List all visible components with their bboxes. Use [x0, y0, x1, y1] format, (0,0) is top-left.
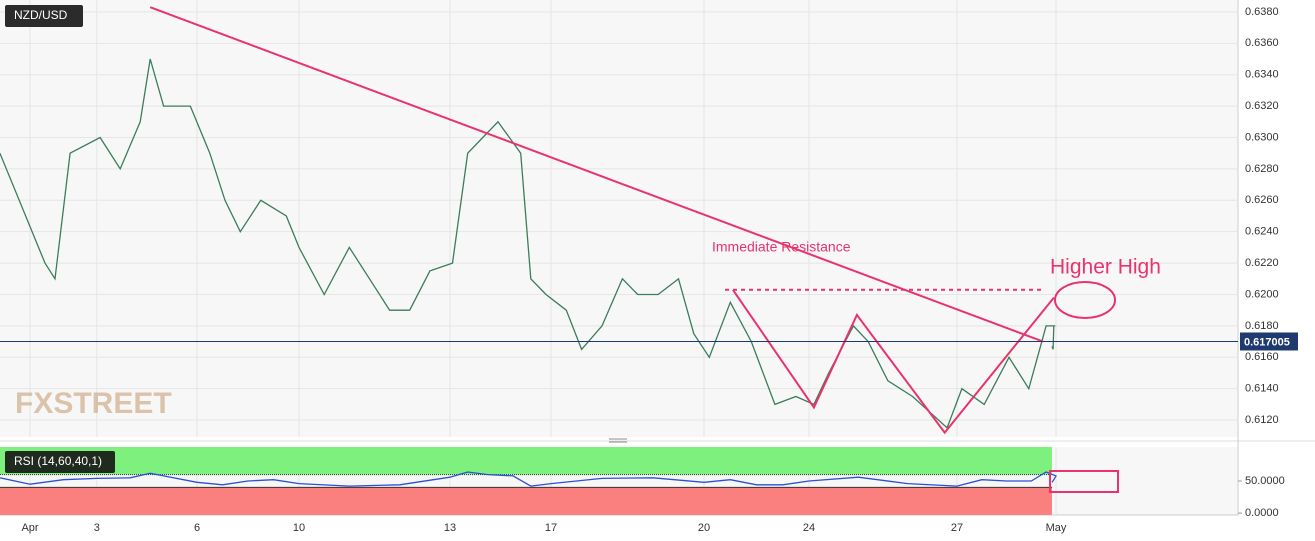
- plot-layer: Apr 6 10 13 17 20 24 27 May 3 0.6120 0.6140 0.6160 0.…: [0, 0, 1285, 534]
- y-tick-label: 0.6220: [1245, 257, 1279, 269]
- y-tick-label: 50.0000: [1245, 475, 1285, 487]
- title-box: [5, 5, 83, 27]
- y-tick-label: 0.6320: [1245, 100, 1279, 112]
- x-tick-label: Apr: [21, 522, 38, 534]
- series-line: [0, 471, 1057, 487]
- y-tick-label: 0.6240: [1245, 226, 1279, 238]
- y-tick-label: 0.6380: [1245, 6, 1279, 18]
- y-tick-label: 0.6200: [1245, 288, 1279, 300]
- x-tick-label: 27: [951, 522, 963, 534]
- last-price-box: [1240, 332, 1298, 351]
- lower-band: [0, 487, 1052, 515]
- rsi-title: RSI (14,60,40,1): [14, 454, 102, 468]
- y-tick-label: 0.6360: [1245, 37, 1279, 49]
- y-tick-label: 0.0000: [1245, 507, 1279, 519]
- last-price-label: 0.617005: [1244, 336, 1290, 348]
- x-tick-label: 20: [698, 522, 710, 534]
- chart-title: NZD/USD: [14, 8, 68, 22]
- trend-line: [149, 6, 1044, 343]
- y-tick-label: 0.6300: [1245, 131, 1279, 143]
- x-tick-label: 6: [194, 522, 200, 534]
- pattern-line: [732, 289, 1055, 435]
- y-tick-label: 0.6280: [1245, 163, 1279, 175]
- resize-handle[interactable]: [609, 438, 627, 443]
- upper-band: [0, 447, 1052, 475]
- price-panel: [0, 0, 1238, 437]
- watermark: FXSTREET: [15, 387, 172, 420]
- x-tick-label: 13: [444, 522, 456, 534]
- y-tick-label: 0.6180: [1245, 320, 1279, 332]
- annotation-text: Higher High: [1050, 256, 1161, 279]
- x-tick-label: May: [1046, 522, 1067, 534]
- highlight-box: [1049, 470, 1119, 493]
- rsi-title-box: [5, 451, 115, 473]
- y-tick-label: 0.6140: [1245, 383, 1279, 395]
- y-tick-label: 0.6260: [1245, 194, 1279, 206]
- x-tick-label: 10: [293, 522, 305, 534]
- x-tick-label: 17: [545, 522, 557, 534]
- y-tick-label: 0.6340: [1245, 69, 1279, 81]
- annotation-text: Immediate Resistance: [712, 239, 851, 255]
- y-tick-label: 0.6160: [1245, 351, 1279, 363]
- highlight-ellipse: [1054, 281, 1116, 319]
- x-tick-label: 3: [94, 522, 100, 534]
- y-tick-label: 0.6120: [1245, 414, 1279, 426]
- x-tick-label: 24: [803, 522, 815, 534]
